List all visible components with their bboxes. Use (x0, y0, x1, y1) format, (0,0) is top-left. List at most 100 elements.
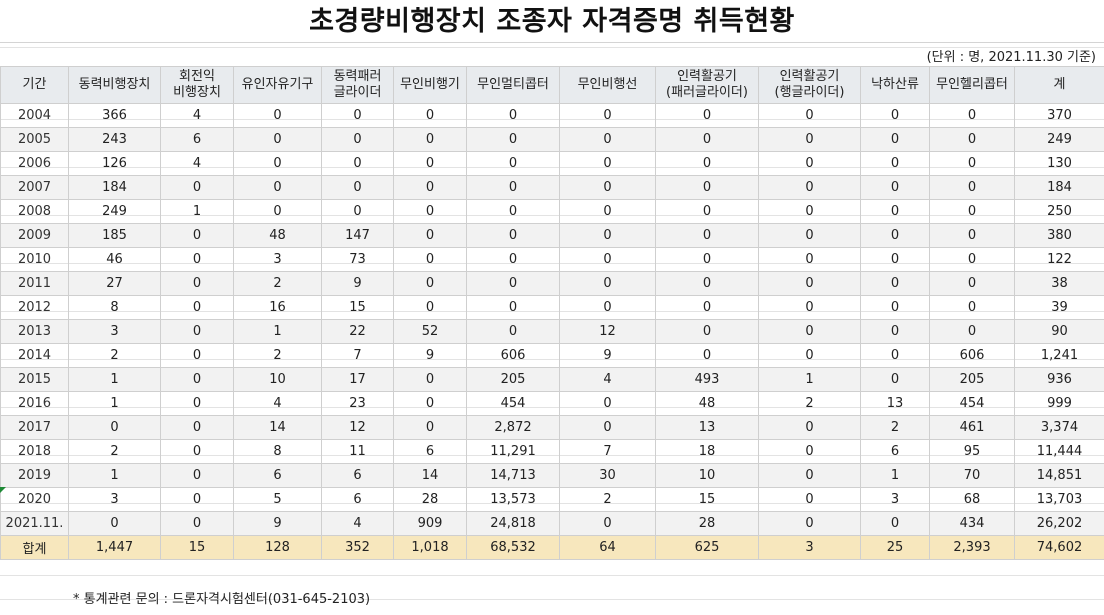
value-cell[interactable]: 6 (233, 463, 322, 488)
value-cell[interactable]: 184 (1014, 175, 1104, 200)
value-cell[interactable]: 454 (929, 391, 1015, 416)
value-cell[interactable]: 8 (68, 295, 161, 320)
value-cell[interactable]: 17 (321, 367, 394, 392)
value-cell[interactable]: 0 (860, 127, 930, 152)
total-label[interactable]: 합계 (0, 535, 69, 560)
value-cell[interactable]: 4 (160, 151, 234, 176)
value-cell[interactable]: 52 (393, 319, 467, 344)
value-cell[interactable]: 9 (393, 343, 467, 368)
value-cell[interactable]: 0 (559, 175, 656, 200)
value-cell[interactable]: 3 (233, 247, 322, 272)
value-cell[interactable]: 126 (68, 151, 161, 176)
value-cell[interactable]: 0 (559, 415, 656, 440)
value-cell[interactable]: 461 (929, 415, 1015, 440)
value-cell[interactable]: 2 (233, 271, 322, 296)
value-cell[interactable]: 0 (758, 487, 861, 512)
value-cell[interactable]: 0 (655, 271, 759, 296)
value-cell[interactable]: 0 (393, 391, 467, 416)
value-cell[interactable]: 0 (929, 175, 1015, 200)
value-cell[interactable]: 0 (758, 199, 861, 224)
total-cell[interactable]: 352 (321, 535, 394, 560)
value-cell[interactable]: 13 (860, 391, 930, 416)
value-cell[interactable]: 0 (393, 295, 467, 320)
value-cell[interactable]: 6 (860, 439, 930, 464)
value-cell[interactable]: 6 (321, 487, 394, 512)
value-cell[interactable]: 0 (160, 391, 234, 416)
period-cell[interactable]: 2011 (0, 271, 69, 296)
value-cell[interactable]: 1 (160, 199, 234, 224)
value-cell[interactable]: 493 (655, 367, 759, 392)
period-cell[interactable]: 2020 (0, 487, 69, 512)
value-cell[interactable]: 95 (929, 439, 1015, 464)
value-cell[interactable]: 0 (860, 367, 930, 392)
value-cell[interactable]: 0 (466, 223, 560, 248)
value-cell[interactable]: 13,703 (1014, 487, 1104, 512)
value-cell[interactable]: 27 (68, 271, 161, 296)
value-cell[interactable]: 48 (655, 391, 759, 416)
value-cell[interactable]: 0 (559, 127, 656, 152)
value-cell[interactable]: 0 (860, 271, 930, 296)
value-cell[interactable]: 7 (559, 439, 656, 464)
value-cell[interactable]: 0 (860, 511, 930, 536)
value-cell[interactable]: 0 (860, 199, 930, 224)
value-cell[interactable]: 0 (559, 511, 656, 536)
value-cell[interactable]: 0 (393, 199, 467, 224)
value-cell[interactable]: 3 (68, 319, 161, 344)
value-cell[interactable]: 13,573 (466, 487, 560, 512)
value-cell[interactable]: 0 (160, 223, 234, 248)
value-cell[interactable]: 147 (321, 223, 394, 248)
value-cell[interactable]: 0 (929, 295, 1015, 320)
value-cell[interactable]: 4 (160, 103, 234, 128)
value-cell[interactable]: 380 (1014, 223, 1104, 248)
value-cell[interactable]: 24,818 (466, 511, 560, 536)
value-cell[interactable]: 26,202 (1014, 511, 1104, 536)
value-cell[interactable]: 0 (655, 343, 759, 368)
value-cell[interactable]: 0 (160, 295, 234, 320)
period-cell[interactable]: 2012 (0, 295, 69, 320)
value-cell[interactable]: 370 (1014, 103, 1104, 128)
value-cell[interactable]: 0 (860, 247, 930, 272)
value-cell[interactable]: 2,872 (466, 415, 560, 440)
value-cell[interactable]: 0 (929, 127, 1015, 152)
value-cell[interactable]: 434 (929, 511, 1015, 536)
value-cell[interactable]: 606 (929, 343, 1015, 368)
value-cell[interactable]: 0 (559, 151, 656, 176)
period-cell[interactable]: 2010 (0, 247, 69, 272)
total-cell[interactable]: 3 (758, 535, 861, 560)
value-cell[interactable]: 48 (233, 223, 322, 248)
value-cell[interactable]: 0 (929, 271, 1015, 296)
value-cell[interactable]: 0 (393, 175, 467, 200)
value-cell[interactable]: 0 (466, 247, 560, 272)
value-cell[interactable]: 0 (160, 319, 234, 344)
value-cell[interactable]: 0 (466, 103, 560, 128)
value-cell[interactable]: 0 (160, 463, 234, 488)
value-cell[interactable]: 0 (321, 127, 394, 152)
value-cell[interactable]: 0 (68, 415, 161, 440)
period-cell[interactable]: 2021.11. (0, 511, 69, 536)
value-cell[interactable]: 9 (321, 271, 394, 296)
value-cell[interactable]: 366 (68, 103, 161, 128)
value-cell[interactable]: 0 (393, 271, 467, 296)
value-cell[interactable]: 454 (466, 391, 560, 416)
value-cell[interactable]: 28 (393, 487, 467, 512)
value-cell[interactable]: 23 (321, 391, 394, 416)
value-cell[interactable]: 11,291 (466, 439, 560, 464)
value-cell[interactable]: 12 (559, 319, 656, 344)
value-cell[interactable]: 0 (559, 391, 656, 416)
value-cell[interactable]: 1 (68, 367, 161, 392)
value-cell[interactable]: 1 (68, 463, 161, 488)
value-cell[interactable]: 3,374 (1014, 415, 1104, 440)
value-cell[interactable]: 16 (233, 295, 322, 320)
value-cell[interactable]: 0 (160, 175, 234, 200)
value-cell[interactable]: 936 (1014, 367, 1104, 392)
value-cell[interactable]: 6 (393, 439, 467, 464)
value-cell[interactable]: 10 (233, 367, 322, 392)
period-cell[interactable]: 2005 (0, 127, 69, 152)
value-cell[interactable]: 90 (1014, 319, 1104, 344)
value-cell[interactable]: 0 (466, 175, 560, 200)
value-cell[interactable]: 0 (758, 463, 861, 488)
value-cell[interactable]: 12 (321, 415, 394, 440)
value-cell[interactable]: 15 (321, 295, 394, 320)
value-cell[interactable]: 6 (160, 127, 234, 152)
total-cell[interactable]: 1,447 (68, 535, 161, 560)
